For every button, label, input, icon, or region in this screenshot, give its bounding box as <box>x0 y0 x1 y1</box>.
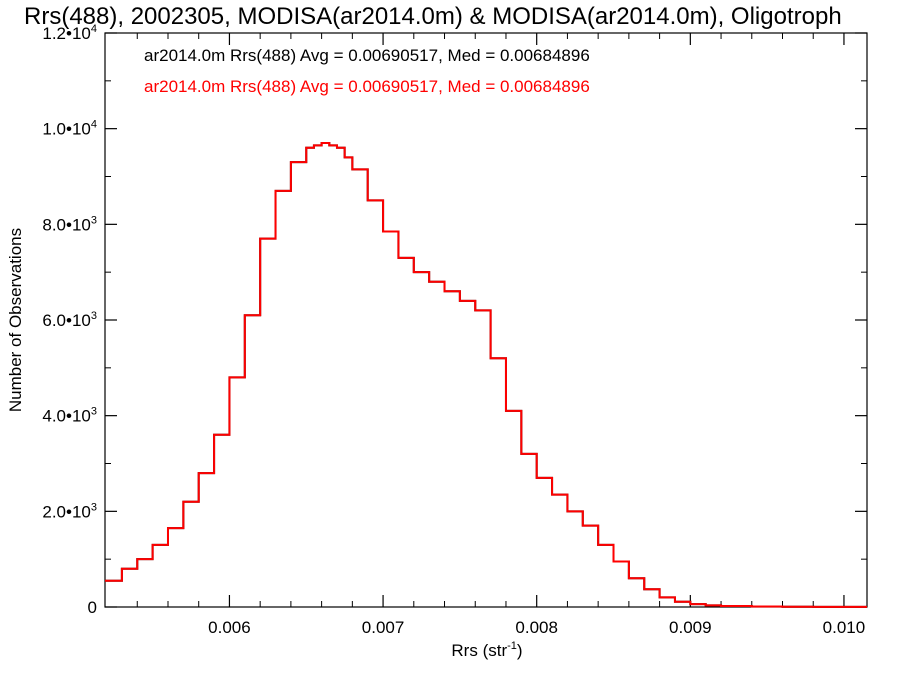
y-tick-label: 2.0•103 <box>42 501 97 521</box>
x-tick-label: 0.009 <box>669 618 712 637</box>
legend: ar2014.0m Rrs(488) Avg = 0.00690517, Med… <box>144 46 590 96</box>
y-tick-label: 0 <box>88 598 97 617</box>
x-axis-label-suffix: ) <box>517 641 523 660</box>
x-axis-label: Rrs (str-1) <box>451 640 522 660</box>
x-tick-label: 0.006 <box>208 618 251 637</box>
y-tick-label: 1.0•104 <box>42 119 97 139</box>
x-axis-tick-labels: 0.006 0.007 0.008 0.009 0.010 <box>208 618 865 637</box>
y-tick-label: 8.0•103 <box>42 214 97 234</box>
x-tick-label: 0.010 <box>823 618 866 637</box>
y-axis-label: Number of Observations <box>6 228 25 412</box>
series-lines <box>105 142 867 608</box>
legend-entry-red: ar2014.0m Rrs(488) Avg = 0.00690517, Med… <box>144 77 590 96</box>
x-axis-label-superscript: -1 <box>507 640 517 652</box>
chart-title: Rrs(488), 2002305, MODISA(ar2014.0m) & M… <box>24 3 842 30</box>
axis-ticks <box>105 32 867 608</box>
x-axis-label-text: Rrs (str <box>451 641 507 660</box>
y-axis-tick-labels: 0 2.0•103 4.0•103 6.0•103 8.0•103 1.0•104 1.2•… <box>42 23 97 617</box>
plot-area <box>104 32 868 608</box>
plot-border <box>104 32 868 608</box>
x-tick-label: 0.008 <box>515 618 558 637</box>
series-line-red <box>105 142 867 608</box>
x-tick-label: 0.007 <box>362 618 405 637</box>
series-line-black <box>105 142 867 608</box>
y-tick-label: 6.0•103 <box>42 310 97 330</box>
y-tick-label: 4.0•103 <box>42 406 97 426</box>
legend-entry-black: ar2014.0m Rrs(488) Avg = 0.00690517, Med… <box>144 46 590 65</box>
y-tick-label: 1.2•104 <box>42 23 97 43</box>
